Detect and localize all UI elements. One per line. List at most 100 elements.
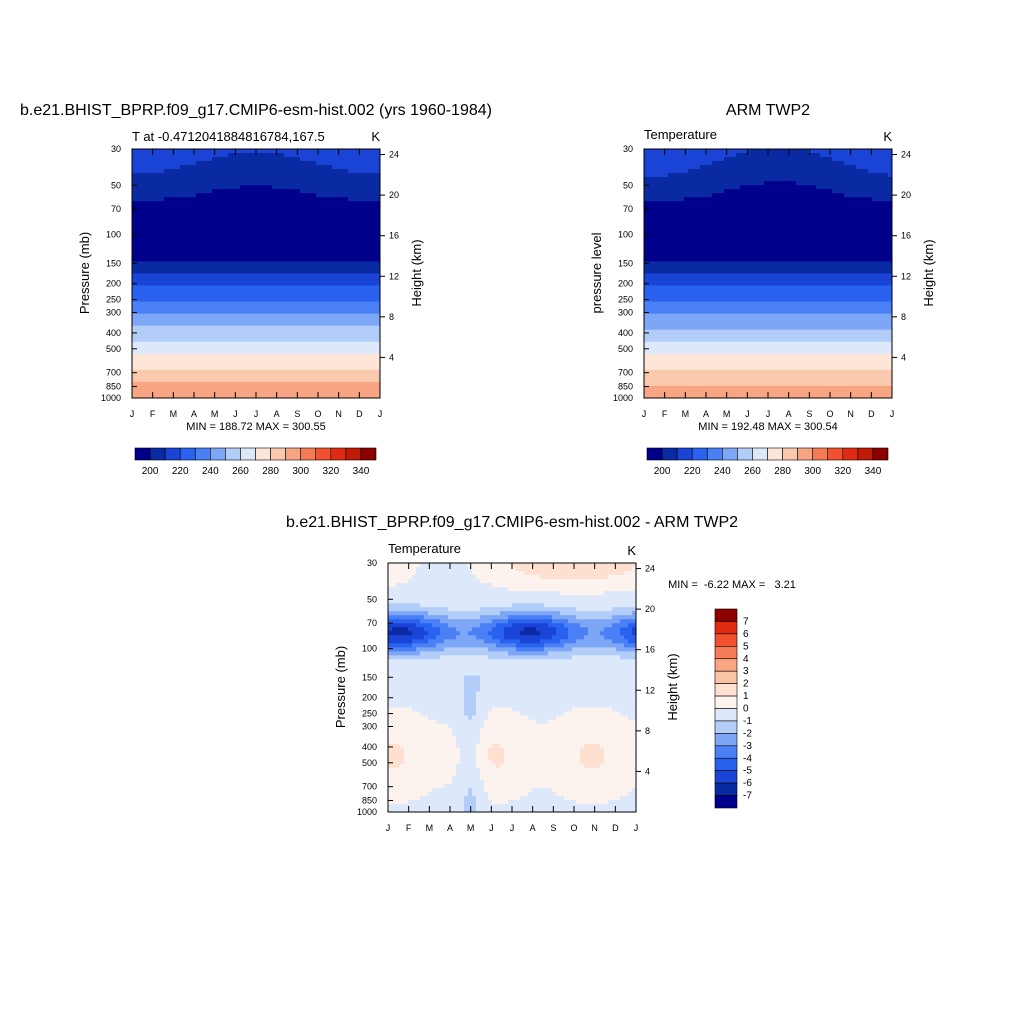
contour-cell (156, 189, 161, 194)
contour-cell (664, 245, 669, 251)
contour-cell (220, 329, 225, 335)
contour-cell (348, 153, 353, 158)
contour-cell (340, 345, 345, 351)
contour-cell (200, 393, 205, 398)
contour-cell (288, 225, 293, 230)
contour-cell (304, 309, 309, 315)
contour-cell (696, 169, 701, 174)
contour-cell (216, 173, 221, 178)
contour-cell (296, 277, 301, 283)
contour-cell (684, 249, 689, 255)
x-tick-label: F (150, 409, 156, 419)
contour-cell (644, 213, 649, 218)
contour-cell (680, 317, 685, 323)
contour-cell (144, 157, 149, 162)
contour-cell (172, 229, 177, 234)
contour-cell (276, 205, 281, 210)
contour-cell (232, 193, 237, 198)
contour-cell (220, 253, 225, 259)
contour-cell (212, 165, 217, 170)
contour-cell (704, 321, 709, 327)
contour-cell (172, 393, 177, 398)
contour-cell (356, 293, 361, 299)
contour-cell (328, 393, 333, 398)
contour-cell (280, 217, 285, 222)
contour-cell (188, 385, 193, 391)
contour-cell (676, 273, 681, 279)
contour-cell (348, 349, 353, 355)
contour-cell (196, 321, 201, 327)
contour-cell (680, 277, 685, 283)
contour-cell (212, 169, 217, 174)
contour-cell (296, 225, 301, 230)
contour-cell (292, 381, 297, 387)
contour-cell (256, 273, 261, 279)
contour-cell (660, 237, 665, 242)
contour-cell (180, 345, 185, 351)
contour-cell (372, 173, 377, 178)
contour-cell (648, 201, 653, 206)
contour-cell (140, 173, 145, 178)
contour-cell (152, 345, 157, 351)
contour-cell (280, 261, 285, 267)
contour-cell (200, 293, 205, 299)
contour-cell (356, 353, 361, 359)
contour-cell (276, 309, 281, 315)
contour-cell (288, 213, 293, 218)
contour-cell (652, 149, 657, 154)
contour-cell (296, 161, 301, 166)
contour-cell (252, 185, 257, 190)
contour-cell (244, 321, 249, 327)
contour-cell (312, 233, 317, 238)
contour-cell (196, 225, 201, 230)
contour-cell (156, 317, 161, 323)
contour-cell (160, 325, 165, 331)
contour-cell (688, 173, 693, 178)
contour-cell (200, 237, 205, 242)
contour-cell (704, 265, 709, 271)
contour-cell (248, 237, 253, 242)
contour-cell (308, 245, 313, 251)
contour-cell (360, 241, 365, 246)
contour-cell (132, 325, 137, 331)
contour-cell (700, 365, 705, 371)
contour-cell (336, 273, 341, 279)
contour-cell (236, 349, 241, 355)
contour-cell (348, 237, 353, 242)
contour-cell (204, 337, 209, 343)
contour-cell (644, 353, 649, 359)
contour-cell (320, 377, 325, 383)
contour-cell (184, 161, 189, 166)
contour-cell (156, 357, 161, 363)
contour-cell (132, 273, 137, 279)
contour-cell (164, 325, 169, 331)
contour-cell (696, 329, 701, 335)
contour-cell (304, 209, 309, 214)
contour-cell (272, 389, 277, 395)
contour-cell (660, 285, 665, 291)
contour-cell (304, 389, 309, 395)
contour-cell (360, 209, 365, 214)
contour-cell (704, 337, 709, 343)
contour-cell (304, 201, 309, 206)
contour-cell (360, 253, 365, 259)
contour-cell (364, 177, 369, 182)
contour-cell (364, 209, 369, 214)
contour-cell (188, 305, 193, 311)
contour-cell (360, 181, 365, 186)
contour-cell (220, 165, 225, 170)
contour-cell (332, 281, 337, 287)
contour-cell (136, 173, 141, 178)
contour-cell (664, 333, 669, 339)
contour-cell (216, 333, 221, 339)
contour-cell (340, 365, 345, 371)
contour-cell (340, 165, 345, 170)
contour-cell (708, 225, 713, 230)
contour-cell (156, 313, 161, 319)
contour-cell (188, 153, 193, 158)
contour-cell (352, 201, 357, 206)
contour-cell (156, 353, 161, 359)
contour-cell (332, 341, 337, 347)
contour-cell (364, 337, 369, 343)
contour-cell (192, 265, 197, 271)
